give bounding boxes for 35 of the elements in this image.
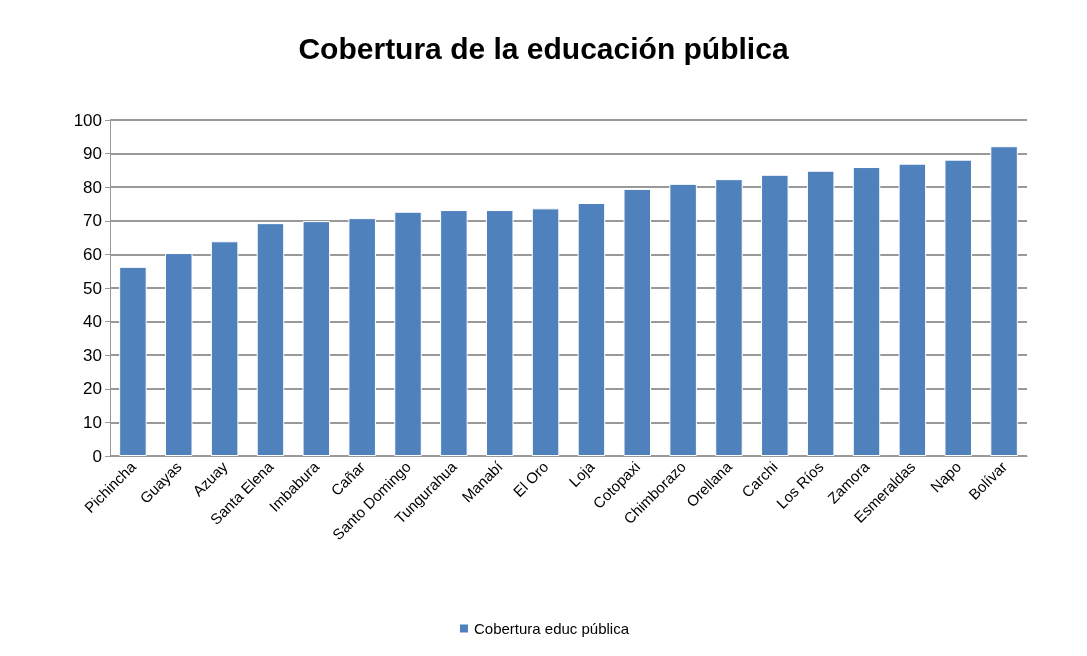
bar	[852, 167, 881, 456]
x-tick-label: Loja	[565, 457, 598, 491]
y-tick-label: 100	[73, 110, 102, 130]
bar	[394, 211, 422, 456]
bar	[577, 202, 606, 456]
bar	[898, 163, 927, 456]
y-tick-label: 70	[83, 211, 102, 231]
y-tick-label: 20	[83, 379, 102, 399]
chart-title: Cobertura de la educación pública	[298, 31, 789, 65]
bar	[302, 221, 331, 456]
bar	[531, 208, 560, 456]
y-tick-label: 10	[83, 412, 102, 432]
y-tick-label: 0	[92, 446, 102, 466]
bar	[669, 183, 697, 456]
bar	[348, 218, 376, 456]
bar	[761, 174, 789, 456]
bar	[256, 223, 285, 456]
y-tick-label: 40	[83, 312, 102, 332]
bar	[440, 210, 468, 456]
y-tick-label: 50	[83, 278, 102, 298]
x-tick-label: El Oro	[509, 457, 552, 501]
y-tick-label: 80	[83, 177, 102, 197]
bar	[165, 253, 193, 456]
y-tick-label: 30	[83, 345, 102, 365]
y-tick-label: 60	[83, 244, 102, 264]
bar	[944, 159, 972, 456]
y-tick-label: 90	[83, 144, 102, 164]
legend-label: Cobertura educ pública	[473, 620, 630, 637]
bar	[210, 241, 239, 456]
bar	[119, 266, 147, 456]
bar	[623, 188, 652, 456]
bar	[715, 179, 743, 456]
bar	[990, 146, 1018, 456]
bar	[485, 210, 514, 456]
bar	[806, 170, 835, 456]
